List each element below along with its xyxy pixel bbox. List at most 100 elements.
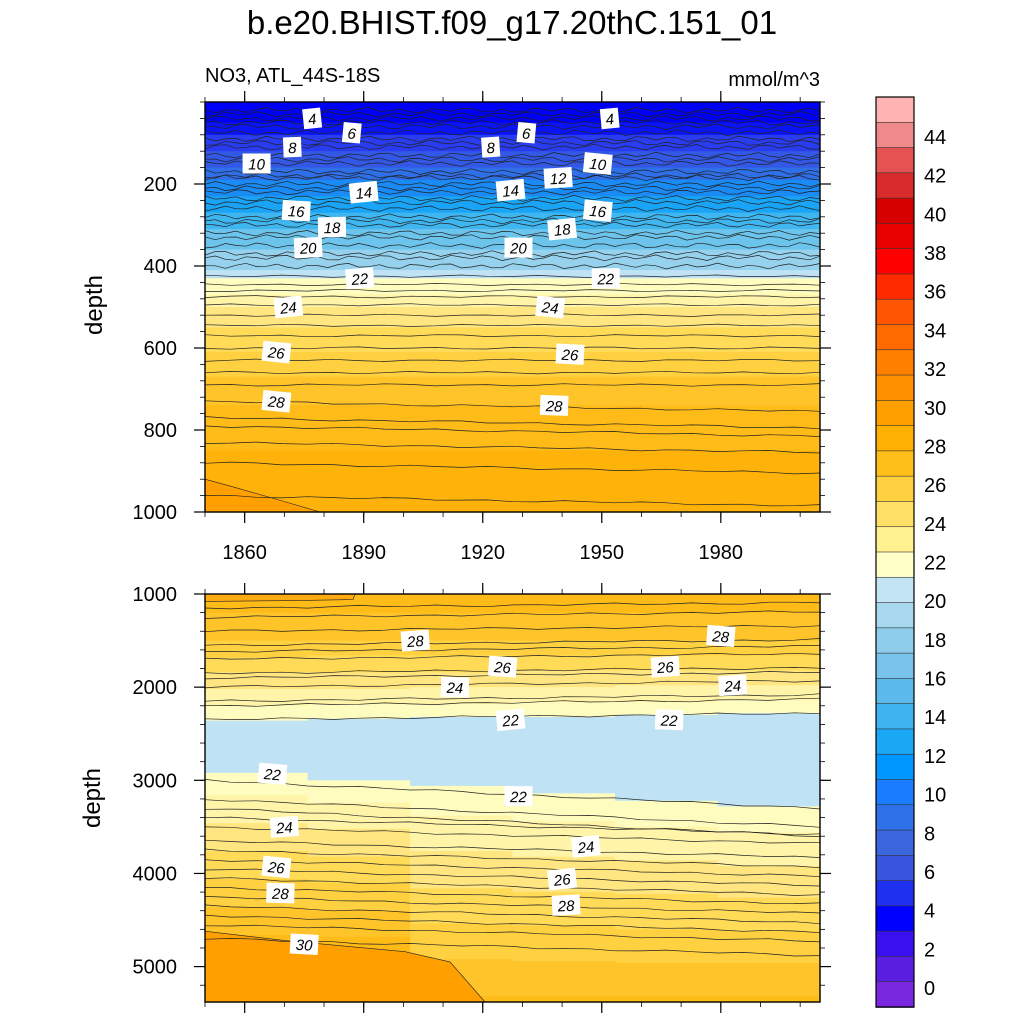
- fill-band: [512, 804, 616, 807]
- y-tick-label: 1000: [133, 502, 178, 524]
- fill-band: [410, 860, 514, 863]
- fill-band: [307, 784, 411, 787]
- fill-band: [205, 642, 309, 645]
- fill-band: [615, 599, 719, 603]
- fill-band: [717, 826, 821, 830]
- fill-band: [307, 892, 411, 895]
- fill-band: [410, 675, 514, 679]
- fill-band: [307, 616, 411, 619]
- fill-band: [307, 743, 411, 746]
- fill-band: [717, 724, 821, 727]
- fill-band: [512, 795, 616, 798]
- fill-band: [512, 599, 616, 603]
- fill-band: [410, 653, 514, 657]
- fill-band: [410, 821, 514, 824]
- fill-band: [615, 774, 719, 778]
- contour-line: [204, 425, 821, 437]
- fill-band: [615, 929, 719, 932]
- colorbar-swatch: [875, 172, 915, 199]
- fill-band: [615, 944, 719, 947]
- y-tick-label: 400: [144, 256, 177, 278]
- fill-band: [717, 996, 821, 999]
- fill-band: [307, 711, 411, 714]
- contour-label-group: 22: [257, 762, 288, 785]
- fill-band: [512, 627, 616, 630]
- fill-band: [615, 776, 719, 780]
- contour-label-box: [570, 835, 601, 858]
- fill-band: [410, 838, 514, 841]
- contour-label-group: 18: [317, 216, 347, 238]
- colorbar-label: 30: [924, 398, 946, 420]
- fill-band: [410, 603, 514, 606]
- fill-band: [205, 483, 820, 488]
- fill-band: [615, 955, 719, 958]
- fill-band: [410, 713, 514, 716]
- fill-band: [205, 905, 309, 908]
- fill-band: [717, 780, 821, 783]
- fill-band: [615, 627, 719, 630]
- fill-band: [205, 698, 309, 701]
- fill-band: [410, 884, 514, 888]
- fill-band: [615, 959, 719, 962]
- fill-band: [512, 625, 616, 629]
- fill-band: [512, 776, 616, 780]
- colorbar-label: 0: [924, 978, 935, 1000]
- fill-band: [615, 892, 719, 895]
- fill-band: [410, 715, 514, 718]
- fill-band: [205, 434, 820, 439]
- fill-band: [512, 767, 616, 770]
- fill-band: [717, 597, 821, 601]
- fill-band: [205, 204, 820, 210]
- fill-band: [307, 832, 411, 835]
- fill-band: [307, 929, 411, 932]
- fill-band: [512, 821, 616, 824]
- fill-band: [205, 405, 820, 411]
- fill-band: [615, 817, 719, 821]
- contour-label-group: 8: [481, 136, 501, 158]
- contour-label-box: [539, 394, 569, 416]
- fill-band: [615, 744, 719, 748]
- fill-band: [717, 884, 821, 888]
- fill-band: [205, 774, 309, 778]
- fill-band: [512, 854, 616, 858]
- fill-band: [410, 947, 514, 951]
- fill-band: [205, 830, 309, 834]
- fill-band: [205, 856, 309, 860]
- contour-line: [204, 282, 821, 287]
- colorbar-label: 22: [924, 553, 946, 575]
- fill-band: [615, 631, 719, 634]
- colorbar-label: 18: [924, 630, 946, 652]
- fill-band: [512, 998, 616, 1001]
- fill-band: [717, 825, 821, 828]
- fill-band: [205, 220, 820, 226]
- fill-band: [512, 990, 616, 994]
- fill-band: [205, 163, 820, 169]
- fill-band: [717, 949, 821, 953]
- fill-band: [205, 813, 309, 817]
- fill-band: [717, 748, 821, 752]
- fill-band: [410, 607, 514, 610]
- contour-label-group: 26: [547, 867, 578, 891]
- fill-band: [307, 825, 411, 828]
- fill-band: [410, 661, 514, 664]
- colorbar-label: 42: [924, 166, 946, 188]
- fill-band: [205, 167, 820, 173]
- fill-band: [410, 882, 514, 886]
- fill-band: [615, 880, 719, 884]
- contour-label: 14: [502, 182, 520, 201]
- contour-label: 24: [445, 680, 463, 697]
- contour-line: [204, 174, 821, 182]
- fill-band: [307, 940, 411, 943]
- fill-band: [512, 890, 616, 893]
- fill-band: [717, 869, 821, 873]
- contour-line: [204, 461, 821, 475]
- fill-band: [410, 748, 514, 752]
- fill-band: [717, 886, 821, 889]
- contour-label-box: [706, 624, 736, 647]
- fill-band: [205, 709, 309, 712]
- contour-line: [204, 693, 821, 702]
- fill-band: [205, 653, 309, 657]
- fill-band: [410, 826, 514, 830]
- contour-line: [204, 160, 821, 167]
- fill-band: [512, 621, 616, 625]
